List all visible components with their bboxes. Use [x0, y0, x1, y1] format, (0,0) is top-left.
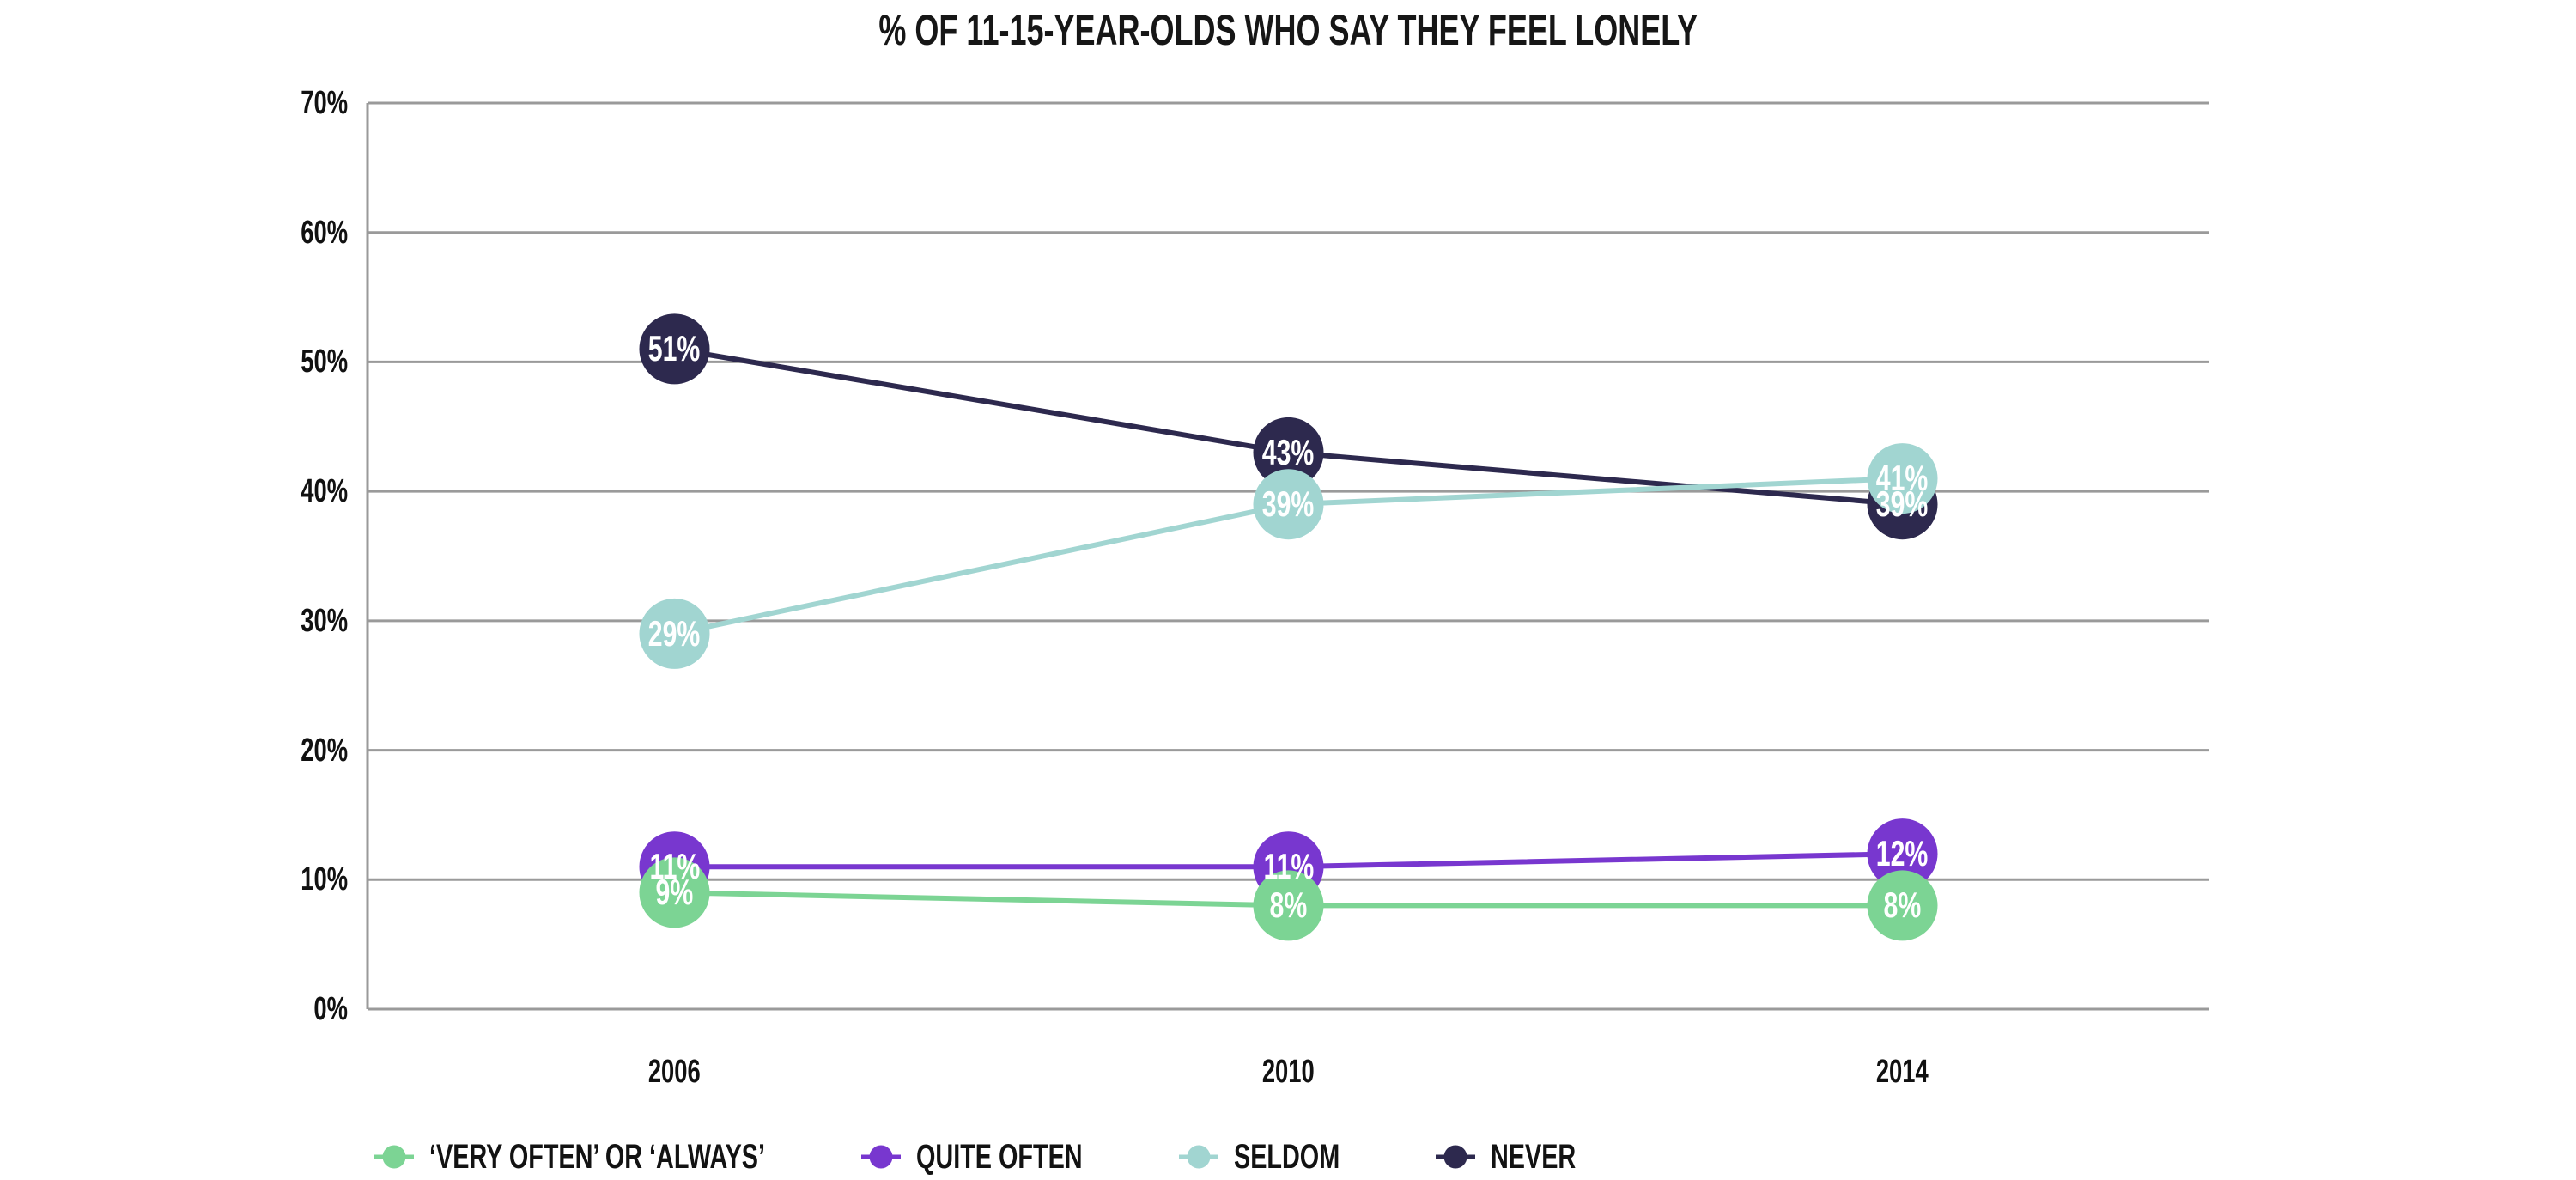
value-label-text: 9%	[655, 872, 694, 913]
legend-item-very-often-or-always: ‘VERY OFTEN’ OR ‘ALWAYS’	[374, 1138, 765, 1177]
legend-label: QUITE OFTEN	[916, 1137, 1083, 1176]
y-tick-label: 60%	[301, 214, 348, 251]
value-label-text: 8%	[1883, 885, 1922, 926]
legend-marker-icon	[1435, 1145, 1475, 1169]
y-tick-70: 70%	[0, 80, 348, 126]
x-tick-label: 2014	[1876, 1054, 1929, 1090]
value-label-quite-often-2006: 11%	[589, 842, 761, 891]
value-label-text: 51%	[648, 328, 701, 369]
y-tick-label: 30%	[301, 602, 348, 639]
value-label-text: 39%	[1262, 484, 1315, 525]
y-tick-label: 10%	[301, 861, 348, 898]
marker-very-often-or-always-2014	[1867, 870, 1938, 941]
y-tick-30: 30%	[0, 598, 348, 644]
marker-never-2006	[639, 313, 710, 385]
value-label-never-2006: 51%	[589, 325, 761, 373]
marker-seldom-2014	[1867, 443, 1938, 514]
value-label-never-2010: 43%	[1203, 429, 1375, 477]
legend-marker-icon	[374, 1145, 414, 1169]
y-tick-60: 60%	[0, 210, 348, 256]
marker-very-often-or-always-2010	[1253, 870, 1324, 941]
value-label-text: 39%	[1876, 484, 1929, 525]
legend-label: NEVER	[1490, 1137, 1577, 1176]
y-tick-label: 40%	[301, 473, 348, 510]
legend-label: ‘VERY OFTEN’ OR ‘ALWAYS’	[429, 1137, 766, 1176]
x-tick-2010: 2010	[1186, 1049, 1392, 1094]
marker-quite-often-2014	[1867, 818, 1938, 890]
value-label-quite-often-2010: 11%	[1203, 842, 1375, 891]
x-tick-label: 2006	[648, 1054, 701, 1090]
y-tick-50: 50%	[0, 338, 348, 385]
value-label-very-often-or-always-2006: 9%	[589, 868, 761, 916]
x-tick-2014: 2014	[1800, 1049, 2006, 1094]
chart-title: % OF 11-15-YEAR-OLDS WHO SAY THEY FEEL L…	[878, 6, 1698, 54]
marker-never-2010	[1253, 417, 1324, 488]
legend-marker-icon	[861, 1145, 902, 1169]
marker-seldom-2010	[1253, 469, 1324, 540]
legend-dot-icon	[382, 1145, 406, 1169]
value-label-very-often-or-always-2014: 8%	[1817, 881, 1989, 929]
value-label-text: 41%	[1876, 458, 1929, 499]
legend-label: SELDOM	[1233, 1137, 1340, 1176]
legend-dot-icon	[1443, 1145, 1467, 1169]
value-label-seldom-2006: 29%	[589, 610, 761, 658]
legend-item-never: NEVER	[1435, 1137, 1577, 1177]
y-tick-20: 20%	[0, 727, 348, 774]
value-label-quite-often-2014: 12%	[1817, 830, 1989, 878]
value-label-seldom-2014: 41%	[1817, 454, 1989, 502]
value-label-seldom-2010: 39%	[1203, 480, 1375, 528]
value-label-very-often-or-always-2010: 8%	[1203, 881, 1375, 929]
legend-item-seldom: SELDOM	[1178, 1137, 1340, 1177]
y-tick-40: 40%	[0, 468, 348, 514]
legend-dot-icon	[1187, 1145, 1211, 1169]
legend-item-quite-often: QUITE OFTEN	[861, 1138, 1083, 1177]
value-label-text: 29%	[648, 612, 701, 654]
value-label-text: 12%	[1876, 833, 1929, 874]
legend-dot-icon	[869, 1145, 893, 1169]
y-tick-label: 0%	[313, 991, 348, 1027]
legend: ‘VERY OFTEN’ OR ‘ALWAYS’ QUITE OFTEN SELDO…	[374, 1134, 1576, 1180]
value-label-text: 11%	[649, 846, 700, 887]
value-label-text: 43%	[1262, 431, 1315, 472]
marker-seldom-2006	[639, 598, 710, 669]
y-tick-label: 50%	[301, 344, 348, 380]
value-label-text: 8%	[1269, 885, 1308, 926]
marker-very-often-or-always-2006	[639, 857, 710, 928]
legend-marker-icon	[1178, 1145, 1218, 1169]
y-tick-0: 0%	[0, 986, 348, 1032]
value-label-never-2014: 39%	[1817, 480, 1989, 528]
y-tick-label: 20%	[301, 732, 348, 769]
x-tick-label: 2010	[1262, 1054, 1315, 1090]
x-tick-2006: 2006	[572, 1049, 778, 1094]
chart-title-row: % OF 11-15-YEAR-OLDS WHO SAY THEY FEEL L…	[0, 0, 2576, 60]
value-label-text: 11%	[1263, 846, 1314, 887]
y-tick-label: 70%	[301, 85, 348, 121]
y-tick-10: 10%	[0, 856, 348, 903]
